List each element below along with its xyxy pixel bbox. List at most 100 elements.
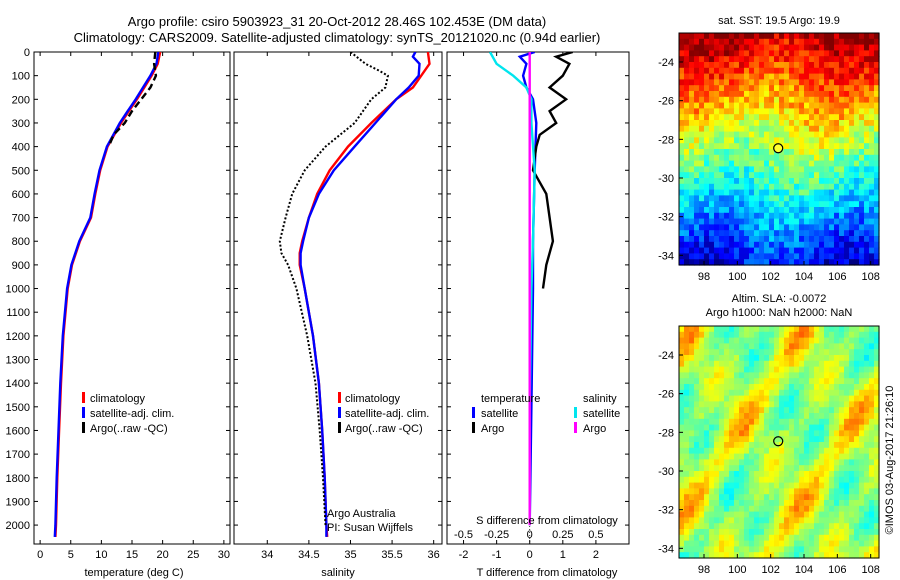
map-cell xyxy=(829,154,835,162)
map-cell xyxy=(829,50,835,57)
map-cell xyxy=(704,96,710,104)
map-cell xyxy=(709,500,715,507)
map-cell xyxy=(734,253,740,260)
map-cell xyxy=(789,453,795,460)
map-cell xyxy=(814,253,820,260)
map-cell xyxy=(704,476,710,484)
map-cell xyxy=(779,453,785,460)
map-cell xyxy=(824,413,830,420)
map-cell xyxy=(759,407,765,414)
map-cell xyxy=(799,471,805,478)
map-cell xyxy=(739,378,745,385)
map-cell xyxy=(754,259,760,266)
map-cell xyxy=(724,471,730,478)
map-cell xyxy=(864,201,870,208)
map-cell xyxy=(699,154,705,162)
map-cell xyxy=(749,500,755,507)
map-cell xyxy=(734,447,740,455)
map-cell xyxy=(799,500,805,507)
map-cell xyxy=(709,33,715,40)
map-cell xyxy=(804,38,810,46)
map-cell xyxy=(854,259,860,266)
map-cell xyxy=(754,355,760,362)
map-cell xyxy=(794,143,800,150)
map-cell xyxy=(689,125,695,133)
map-cell xyxy=(834,389,840,397)
map-cell xyxy=(724,62,730,69)
map-cell xyxy=(854,546,860,553)
map-cell xyxy=(874,436,880,443)
map-cell xyxy=(809,326,815,333)
map-cell xyxy=(699,326,705,333)
map-cell xyxy=(819,424,825,431)
map-cell xyxy=(754,224,760,231)
map-cell xyxy=(759,529,765,536)
map-cell xyxy=(764,424,770,431)
map-cell xyxy=(724,96,730,104)
map-cell xyxy=(849,178,855,185)
map-cell xyxy=(779,120,785,127)
map-cell xyxy=(694,195,700,202)
map-cell xyxy=(734,534,740,542)
y-tick-label: 1600 xyxy=(6,425,30,437)
map-cell xyxy=(819,236,825,243)
map-cell xyxy=(854,488,860,495)
map-cell xyxy=(859,442,865,449)
map-cell xyxy=(859,529,865,536)
map-cell xyxy=(874,241,880,249)
map-cell xyxy=(819,523,825,530)
map-cell xyxy=(699,424,705,431)
map-cell xyxy=(729,523,735,530)
map-cell xyxy=(824,355,830,362)
map-cell xyxy=(749,453,755,460)
map-cell xyxy=(684,120,690,127)
map-cell xyxy=(809,349,815,356)
map-cell xyxy=(849,355,855,362)
map-cell xyxy=(794,241,800,249)
sla-map: 98 100 102 104 106 108-24-26-28-30-32-34 xyxy=(658,325,880,576)
map-cell xyxy=(704,160,710,167)
map-cell xyxy=(719,465,725,472)
map-cell xyxy=(734,418,740,426)
map-cell xyxy=(774,96,780,104)
map-cell xyxy=(804,230,810,237)
map-cell xyxy=(764,241,770,249)
map-cell xyxy=(794,343,800,350)
map-cell xyxy=(824,407,830,414)
map-cell xyxy=(724,120,730,127)
map-cell xyxy=(749,418,755,426)
map-cell xyxy=(764,534,770,542)
map-cell xyxy=(814,137,820,144)
map-cell xyxy=(784,505,790,513)
map-cell xyxy=(789,372,795,379)
map-cell xyxy=(679,447,685,455)
map-cell xyxy=(844,166,850,173)
map-cell xyxy=(859,355,865,362)
map-cell xyxy=(839,343,845,350)
map-cell xyxy=(694,407,700,414)
map-cell xyxy=(839,523,845,530)
map-cell xyxy=(759,131,765,138)
map-cell xyxy=(734,523,740,530)
map-cell xyxy=(684,67,690,75)
map-cell xyxy=(714,378,720,385)
x-tick-label: 98 xyxy=(698,564,710,576)
map-cell xyxy=(804,430,810,437)
map-cell xyxy=(719,482,725,489)
map-cell xyxy=(759,465,765,472)
map-cell xyxy=(799,160,805,167)
map-cell xyxy=(719,189,725,196)
map-cell xyxy=(714,540,720,547)
map-cell xyxy=(789,183,795,191)
map-cell xyxy=(704,447,710,455)
map-cell xyxy=(759,120,765,127)
map-cell xyxy=(699,430,705,437)
map-cell xyxy=(709,96,715,104)
map-cell xyxy=(729,149,735,156)
map-cell xyxy=(729,44,735,51)
map-cell xyxy=(769,38,775,46)
map-cell xyxy=(679,540,685,547)
map-cell xyxy=(799,218,805,225)
map-cell xyxy=(779,395,785,402)
map-cell xyxy=(704,430,710,437)
